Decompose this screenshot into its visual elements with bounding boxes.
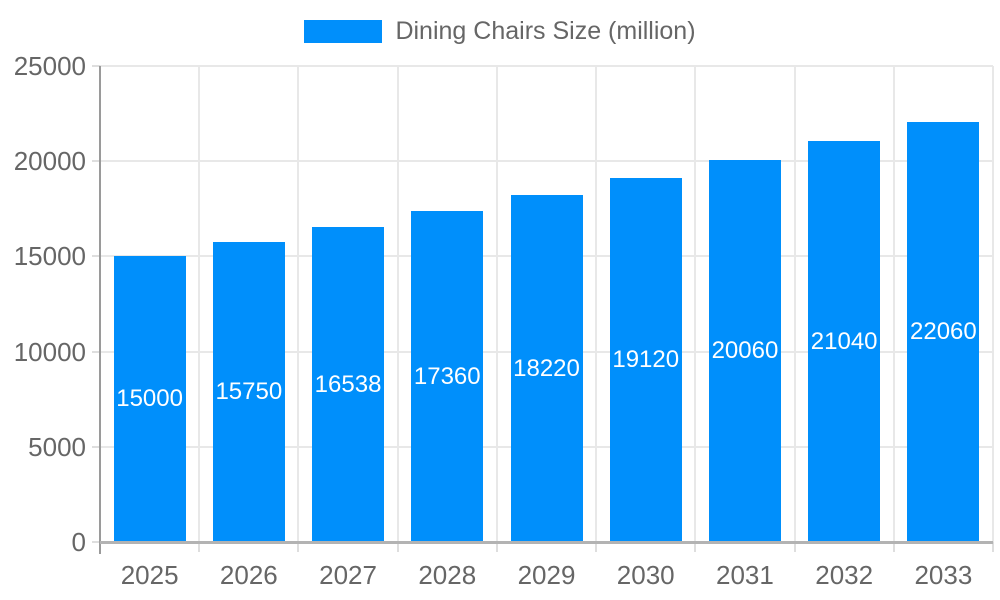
y-gridline — [100, 160, 993, 163]
bar-value-label: 15000 — [116, 385, 183, 413]
bar-value-label: 15750 — [215, 378, 283, 406]
x-axis-label-2025: 2025 — [120, 560, 179, 590]
x-axis-label-2033: 2033 — [914, 560, 973, 590]
bar-value-label: 21040 — [810, 327, 878, 355]
x-axis-tick — [992, 542, 994, 552]
x-axis-label-2026: 2026 — [219, 560, 278, 590]
y-axis-label: 10000 — [13, 336, 86, 367]
bar-value-label: 17360 — [413, 362, 481, 390]
bar-2029[interactable]: 18220 — [510, 195, 583, 542]
x-gridline — [892, 66, 895, 542]
x-axis-label-2032: 2032 — [815, 560, 874, 590]
y-axis-label: 15000 — [13, 241, 86, 272]
x-axis-tick — [793, 542, 796, 552]
x-gridline — [297, 66, 300, 542]
bar-2025[interactable]: 15000 — [113, 256, 186, 542]
y-axis-tick — [92, 160, 100, 163]
bar-2033[interactable]: 22060 — [907, 121, 980, 542]
y-axis-tick — [92, 445, 100, 448]
x-axis-label-2030: 2030 — [616, 560, 675, 590]
legend-swatch-icon — [304, 20, 383, 43]
bar-value-label: 20060 — [711, 337, 779, 365]
y-axis-tick — [92, 65, 100, 67]
bar-value-label: 16538 — [314, 370, 382, 398]
y-axis-line — [99, 66, 101, 554]
bar-value-label: 18220 — [513, 354, 580, 382]
y-axis-label: 0 — [71, 527, 86, 557]
y-gridline — [100, 65, 993, 67]
y-axis-tick — [92, 541, 100, 543]
y-axis-label: 25000 — [13, 51, 86, 81]
x-axis-tick — [892, 542, 895, 552]
bar-2030[interactable]: 19120 — [609, 177, 682, 542]
x-gridline — [694, 66, 697, 542]
y-axis-tick — [92, 350, 100, 353]
legend[interactable]: Dining Chairs Size (million) — [0, 17, 1000, 46]
x-axis-tick — [198, 542, 201, 552]
x-gridline — [992, 66, 994, 542]
x-axis-label-2028: 2028 — [418, 560, 477, 590]
x-axis-tick — [595, 542, 598, 552]
y-axis-tick — [92, 255, 100, 258]
x-gridline — [793, 66, 796, 542]
y-axis-label: 5000 — [28, 431, 86, 462]
x-axis-tick — [297, 542, 300, 552]
x-axis-tick — [396, 542, 399, 552]
x-axis-line — [100, 541, 993, 544]
x-axis-label-2031: 2031 — [716, 560, 774, 590]
x-gridline — [595, 66, 598, 542]
x-gridline — [198, 66, 201, 542]
bar-2027[interactable]: 16538 — [312, 227, 385, 542]
bar-2031[interactable]: 20060 — [708, 160, 781, 542]
bar-2026[interactable]: 15750 — [212, 242, 285, 542]
y-axis-label: 20000 — [13, 146, 86, 177]
bar-2028[interactable]: 17360 — [411, 211, 484, 542]
bar-2032[interactable]: 21040 — [808, 141, 881, 542]
x-axis-tick — [694, 542, 697, 552]
x-axis-label-2027: 2027 — [319, 560, 377, 590]
x-axis-label-2029: 2029 — [517, 560, 576, 590]
bar-value-label: 22060 — [910, 317, 977, 345]
x-gridline — [495, 66, 498, 542]
legend-label: Dining Chairs Size (million) — [395, 17, 696, 45]
x-gridline — [396, 66, 399, 542]
x-axis-tick — [495, 542, 498, 552]
bar-value-label: 19120 — [612, 345, 680, 373]
